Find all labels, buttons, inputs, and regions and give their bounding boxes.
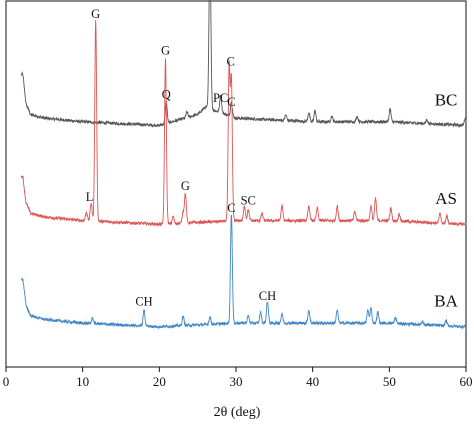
x-tick-label: 10 — [76, 374, 89, 389]
peak-label: G — [91, 7, 100, 21]
peak-label: PC — [213, 91, 228, 105]
peak-label: C — [226, 55, 234, 69]
x-tick-label: 40 — [306, 374, 319, 389]
series-line-as — [20, 19, 467, 227]
x-tick-label: 30 — [230, 374, 243, 389]
peak-label: C — [227, 95, 235, 109]
peak-label: G — [181, 179, 190, 193]
x-axis: 0 10 20 30 40 50 60 — [3, 367, 473, 389]
peak-label: G — [161, 44, 170, 58]
peak-label: C — [227, 201, 235, 215]
annotation-layer: BCQQPCCASLGGGCSCBACHCCH — [86, 7, 459, 311]
series-label-as: AS — [435, 189, 457, 208]
series-label-bc: BC — [435, 90, 458, 109]
peak-label: SC — [241, 194, 256, 208]
x-axis-title: 2θ (deg) — [214, 405, 261, 420]
x-tick-label: 50 — [383, 374, 396, 389]
x-tick-label: 0 — [3, 374, 10, 389]
x-tick-label: 20 — [153, 374, 166, 389]
series-line-bc — [20, 0, 467, 129]
peak-label: CH — [259, 289, 276, 303]
peak-label: Q — [162, 87, 171, 101]
series-layer — [20, 0, 467, 330]
peak-label: L — [86, 190, 94, 204]
peak-label: CH — [135, 294, 152, 308]
series-label-ba: BA — [434, 292, 458, 311]
series-line-ba — [21, 214, 467, 330]
x-tick-label: 60 — [460, 374, 473, 389]
plot-frame — [5, 0, 467, 368]
